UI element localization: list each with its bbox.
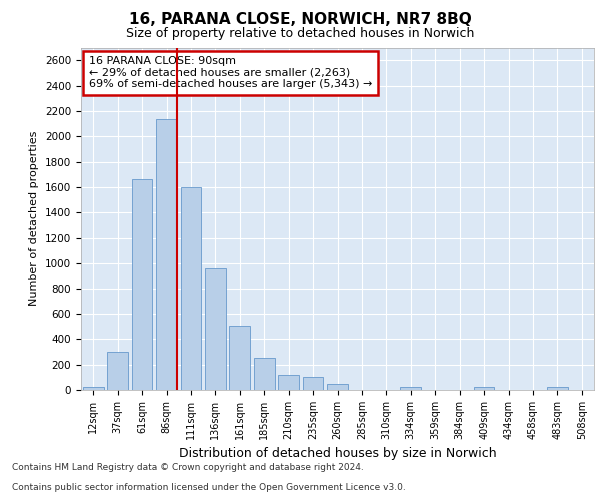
X-axis label: Distribution of detached houses by size in Norwich: Distribution of detached houses by size … xyxy=(179,448,496,460)
Y-axis label: Number of detached properties: Number of detached properties xyxy=(29,131,40,306)
Bar xyxy=(278,375,299,390)
Bar xyxy=(181,187,202,390)
Text: Contains public sector information licensed under the Open Government Licence v3: Contains public sector information licen… xyxy=(12,484,406,492)
Bar xyxy=(131,179,152,390)
Text: Contains HM Land Registry data © Crown copyright and database right 2024.: Contains HM Land Registry data © Crown c… xyxy=(12,464,364,472)
Bar xyxy=(205,268,226,390)
Bar xyxy=(254,358,275,390)
Text: Size of property relative to detached houses in Norwich: Size of property relative to detached ho… xyxy=(126,28,474,40)
Text: 16 PARANA CLOSE: 90sqm
← 29% of detached houses are smaller (2,263)
69% of semi-: 16 PARANA CLOSE: 90sqm ← 29% of detached… xyxy=(89,56,372,90)
Bar xyxy=(229,326,250,390)
Bar xyxy=(107,352,128,390)
Bar xyxy=(400,387,421,390)
Bar xyxy=(327,384,348,390)
Bar xyxy=(156,118,177,390)
Bar xyxy=(83,387,104,390)
Bar xyxy=(547,387,568,390)
Text: 16, PARANA CLOSE, NORWICH, NR7 8BQ: 16, PARANA CLOSE, NORWICH, NR7 8BQ xyxy=(128,12,472,28)
Bar xyxy=(302,378,323,390)
Bar xyxy=(473,388,494,390)
